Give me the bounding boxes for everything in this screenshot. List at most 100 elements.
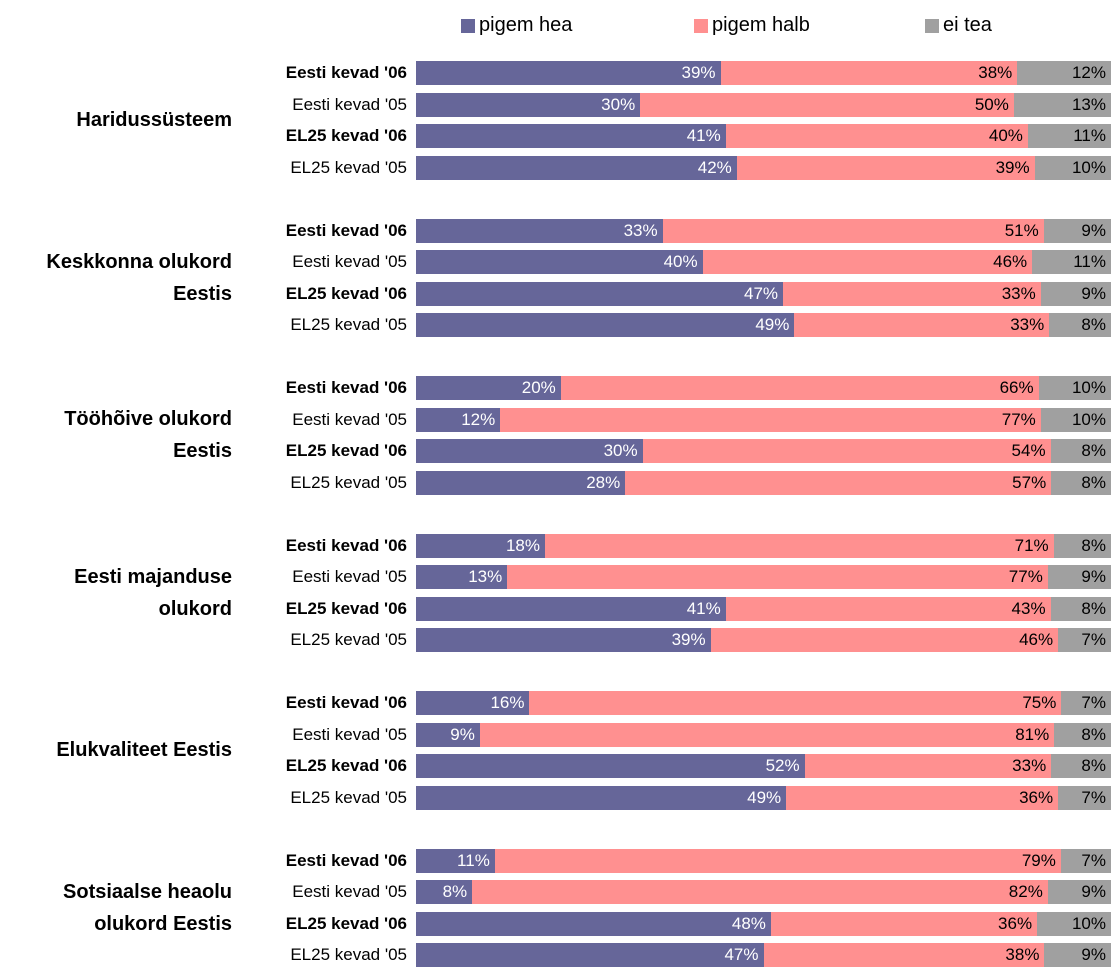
bar-segment-pigem-hea — [416, 218, 663, 243]
row-label: EL25 kevad '06 — [285, 126, 407, 145]
bar-value-label: 33% — [1001, 283, 1036, 303]
bar-segment-ei-tea — [1037, 911, 1111, 936]
row-label: EL25 kevad '05 — [290, 315, 407, 334]
row-label: EL25 kevad '05 — [290, 787, 407, 807]
bar-value-label: 30% — [603, 441, 638, 460]
bar-value-label: 7% — [1081, 787, 1106, 807]
row-label: Eesti kevad '06 — [285, 535, 407, 555]
bar-segment-pigem-hea — [416, 880, 473, 904]
bar-segment-ei-tea — [1032, 250, 1111, 274]
bar-value-label: 75% — [1022, 693, 1057, 712]
group-label: Elukvaliteet Eestis — [0, 734, 232, 766]
bar-segment-pigem-halb — [783, 281, 1041, 306]
legend-item-pigem-hea: pigem hea — [461, 14, 572, 37]
bar-value-label: 8% — [1081, 315, 1106, 334]
bar-segment-pigem-hea — [416, 754, 805, 778]
bar-value-label: 12% — [461, 409, 496, 429]
bar-value-label: 39% — [995, 157, 1030, 177]
legend-item-ei-tea: ei tea — [925, 14, 992, 37]
bar-segment-pigem-halb — [725, 124, 1028, 148]
bar-value-label: 9% — [1081, 220, 1106, 240]
legend-label: pigem halb — [712, 14, 810, 36]
bar-segment-ei-tea — [1047, 880, 1111, 904]
bar-value-label: 13% — [1071, 94, 1106, 114]
group-label-line: Haridussüsteem — [76, 109, 232, 132]
bar-value-label: 11% — [457, 850, 490, 870]
bar-value-label: 46% — [1019, 630, 1054, 649]
bar-value-label: 39% — [681, 63, 716, 82]
legend-swatch-pigem-halb — [694, 18, 708, 33]
bar-segment-pigem-hea — [416, 628, 711, 652]
bar-segment-ei-tea — [1058, 628, 1111, 652]
bar-segment-pigem-hea — [416, 155, 737, 180]
row-label: Eesti kevad '06 — [285, 693, 407, 712]
bar-value-label: 20% — [521, 378, 556, 397]
bar-segment-ei-tea — [1047, 565, 1111, 589]
bar-value-label: 36% — [1019, 787, 1054, 807]
bar-value-label: 77% — [1001, 409, 1036, 429]
bar-value-label: 9% — [1081, 283, 1106, 303]
bar-segment-ei-tea — [1051, 754, 1111, 778]
bar-segment-ei-tea — [1027, 124, 1111, 148]
bar-value-label: 12% — [1071, 63, 1106, 82]
bar-value-label: 40% — [988, 126, 1023, 145]
bar-segment-pigem-hea — [416, 124, 726, 148]
bar-segment-pigem-halb — [786, 785, 1059, 810]
bar-value-label: 38% — [1005, 945, 1040, 964]
bar-value-label: 42% — [697, 157, 732, 177]
group-label-line: Keskkonna olukord — [46, 250, 232, 273]
bar-segment-pigem-halb — [702, 250, 1033, 274]
row-label: Eesti kevad '05 — [292, 94, 407, 114]
bar-value-label: 30% — [601, 94, 636, 114]
bar-value-label: 51% — [1004, 220, 1039, 240]
row-label: EL25 kevad '06 — [285, 441, 407, 460]
row-label: EL25 kevad '05 — [290, 945, 407, 964]
bar-value-label: 81% — [1015, 724, 1050, 744]
row-label: Eesti kevad '06 — [285, 850, 407, 870]
bar-value-label: 11% — [1073, 252, 1106, 271]
bar-value-label: 8% — [1081, 535, 1106, 555]
bar-value-label: 8% — [1081, 756, 1106, 775]
bar-segment-pigem-halb — [736, 155, 1035, 180]
bar-value-label: 40% — [663, 252, 698, 271]
group-label-line: Elukvaliteet Eestis — [56, 739, 232, 762]
row-label: Eesti kevad '06 — [285, 220, 407, 240]
bar-value-label: 66% — [999, 378, 1034, 397]
bar-segment-ei-tea — [1050, 596, 1111, 621]
bar-segment-ei-tea — [1038, 376, 1111, 400]
bar-value-label: 36% — [998, 913, 1033, 933]
row-label: Eesti kevad '05 — [292, 724, 407, 744]
bar-value-label: 47% — [743, 283, 779, 303]
row-label: EL25 kevad '05 — [290, 157, 407, 177]
bar-segment-pigem-hea — [416, 691, 530, 715]
bar-value-label: 38% — [978, 63, 1013, 82]
bar-segment-pigem-halb — [560, 376, 1039, 400]
legend-swatch-pigem-hea — [461, 18, 475, 33]
bar-segment-ei-tea — [1053, 533, 1111, 558]
bar-segment-ei-tea — [1051, 470, 1111, 495]
bar-segment-ei-tea — [1040, 407, 1111, 432]
bar-value-label: 79% — [1021, 850, 1056, 870]
row-label: Eesti kevad '05 — [292, 567, 407, 586]
bar-segment-ei-tea — [1054, 722, 1111, 747]
bar-segment-pigem-hea — [416, 722, 480, 747]
row-label: Eesti kevad '06 — [285, 378, 407, 397]
row-label: Eesti kevad '05 — [292, 409, 407, 429]
group-label: Haridussüsteem — [0, 104, 232, 136]
bar-value-label: 50% — [974, 94, 1009, 114]
bar-value-label: 10% — [1071, 409, 1106, 429]
group-label-line: olukord — [158, 597, 232, 620]
bar-segment-pigem-hea — [416, 470, 626, 495]
group-label-line: olukord Eestis — [94, 912, 232, 935]
bar-value-label: 43% — [1011, 598, 1046, 618]
bar-value-label: 18% — [505, 535, 540, 555]
bar-value-label: 49% — [755, 315, 790, 334]
group-label: Eesti majanduse olukord — [0, 561, 232, 625]
group-label-line: Sotsiaalse heaolu — [63, 880, 232, 903]
bar-segment-pigem-halb — [529, 691, 1062, 715]
legend-swatch-ei-tea — [925, 18, 939, 33]
row-label: EL25 kevad '05 — [290, 630, 407, 649]
bar-segment-pigem-halb — [794, 313, 1050, 337]
bar-value-label: 8% — [1081, 441, 1106, 460]
bar-segment-ei-tea — [1050, 439, 1111, 463]
